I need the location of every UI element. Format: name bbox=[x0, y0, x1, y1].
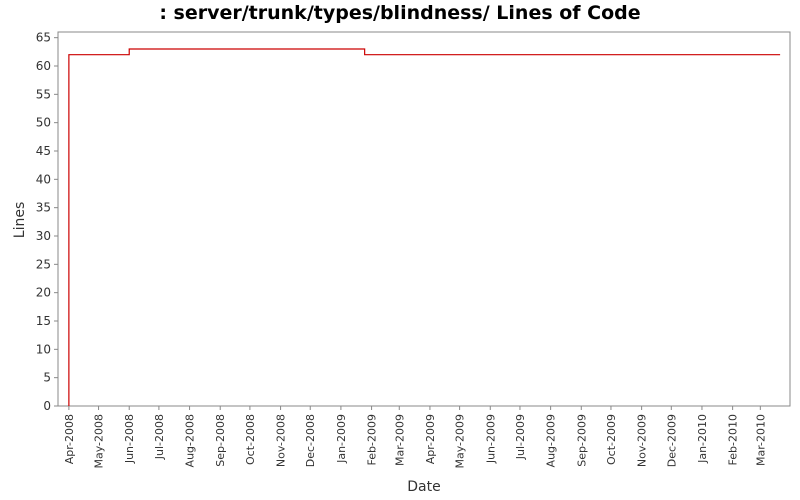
x-tick-label: Feb-2009 bbox=[366, 414, 379, 465]
x-tick-label: Aug-2009 bbox=[545, 414, 558, 467]
plot-area bbox=[57, 31, 791, 407]
series-layer bbox=[68, 48, 781, 406]
x-tick-label: Apr-2008 bbox=[63, 414, 76, 464]
x-axis-label: Date bbox=[407, 479, 440, 495]
x-tick-label: Sep-2008 bbox=[214, 414, 227, 467]
x-tick-label: May-2009 bbox=[454, 414, 467, 469]
y-tick-label: 0 bbox=[43, 399, 51, 413]
x-tick-label: Oct-2008 bbox=[244, 414, 257, 465]
x-tick-label: Nov-2008 bbox=[275, 414, 288, 467]
x-tick-label: Jun-2009 bbox=[484, 414, 497, 464]
x-tick-label: Jul-2009 bbox=[514, 414, 527, 460]
x-tick-label: Sep-2009 bbox=[575, 414, 588, 467]
x-tick-label: Jan-2009 bbox=[335, 414, 348, 464]
y-tick-label: 5 bbox=[43, 371, 51, 385]
x-tick-label: Aug-2008 bbox=[184, 414, 197, 467]
y-tick-label: 25 bbox=[36, 257, 51, 271]
x-tick-label: Dec-2009 bbox=[665, 414, 678, 467]
y-axis: 0 5 10 15 20 25 30 35 40 45 50 55 60 65 bbox=[36, 31, 58, 413]
x-tick-label: Nov-2009 bbox=[636, 414, 649, 467]
y-tick-label: 30 bbox=[36, 229, 51, 243]
x-tick-label: Jul-2008 bbox=[153, 414, 166, 460]
y-tick-label: 65 bbox=[36, 31, 51, 45]
x-tick-label: Oct-2009 bbox=[605, 414, 618, 465]
y-tick-label: 60 bbox=[36, 59, 51, 73]
x-tick-label: Mar-2010 bbox=[754, 414, 767, 466]
y-tick-label: 55 bbox=[36, 87, 51, 101]
series-line bbox=[68, 48, 781, 406]
x-tick-label: Mar-2009 bbox=[393, 414, 406, 466]
x-tick-label: Apr-2009 bbox=[424, 414, 437, 464]
x-tick-label: Feb-2010 bbox=[727, 414, 740, 465]
y-tick-label: 50 bbox=[36, 116, 51, 130]
y-axis-label: Lines bbox=[12, 202, 28, 238]
x-tick-label: Jan-2010 bbox=[696, 414, 709, 464]
x-axis: Apr-2008 May-2008 Jun-2008 Jul-2008 Aug-2008… bbox=[63, 406, 767, 469]
y-tick-label: 10 bbox=[36, 342, 51, 356]
y-tick-label: 40 bbox=[36, 172, 51, 186]
y-tick-label: 45 bbox=[36, 144, 51, 158]
y-tick-label: 20 bbox=[36, 286, 51, 300]
y-tick-label: 15 bbox=[36, 314, 51, 328]
chart-title: : server/trunk/types/blindness/ Lines of… bbox=[159, 2, 641, 24]
x-tick-label: May-2008 bbox=[93, 414, 106, 469]
x-tick-label: Jun-2008 bbox=[123, 414, 136, 464]
y-tick-label: 35 bbox=[36, 201, 51, 215]
x-tick-label: Dec-2008 bbox=[304, 414, 317, 467]
